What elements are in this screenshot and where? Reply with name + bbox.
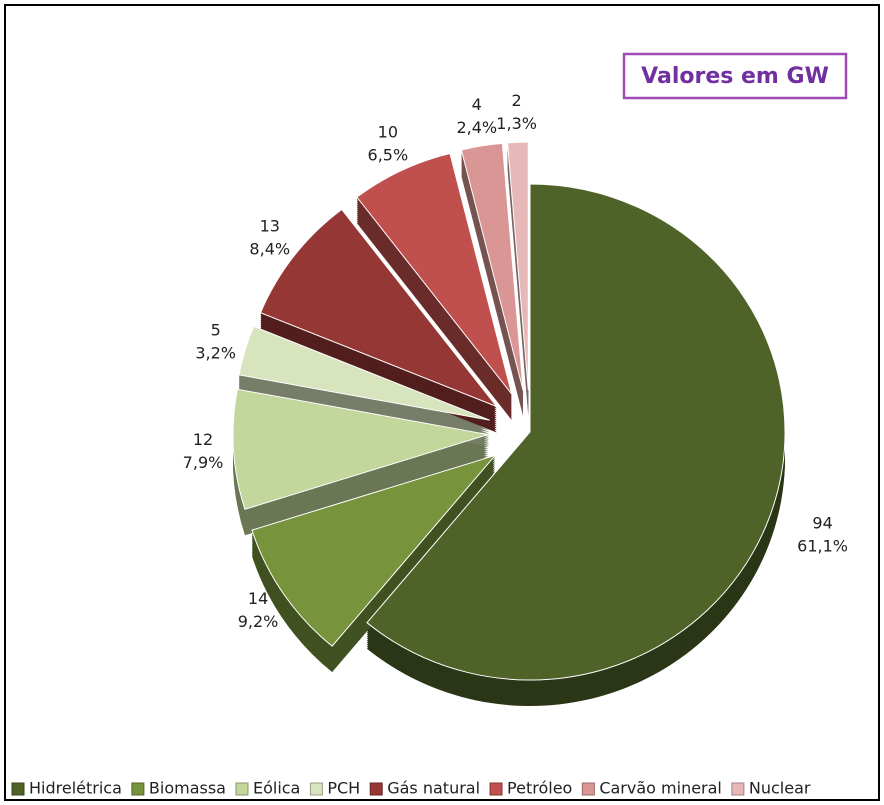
legend-label: Nuclear: [749, 779, 811, 798]
legend-swatch: [370, 783, 382, 795]
legend-swatch: [490, 783, 502, 795]
value-label: 4: [472, 95, 482, 114]
legend-label: PCH: [327, 779, 360, 798]
legend-label: Biomassa: [149, 779, 226, 798]
percent-label: 9,2%: [238, 612, 279, 631]
legend-label: Carvão mineral: [599, 779, 722, 798]
percent-label: 3,2%: [195, 343, 236, 362]
legend-swatch: [132, 783, 144, 795]
legend-label: Petróleo: [507, 779, 572, 798]
legend-label: Eólica: [253, 779, 300, 798]
legend-label: Hidrelétrica: [29, 779, 122, 798]
page: Valores em GW 94 61,1% 14 9,2% 12 7,9% 5 3,2% 13…: [0, 0, 884, 805]
percent-label: 8,4%: [249, 239, 290, 258]
percent-label: 61,1%: [797, 536, 848, 555]
legend-swatch: [732, 783, 744, 795]
value-label: 5: [211, 320, 221, 339]
legend-swatch: [12, 783, 24, 795]
legend-swatch: [310, 783, 322, 795]
legend-label: Gás natural: [387, 779, 480, 798]
chart: Valores em GW 94 61,1% 14 9,2% 12 7,9% 5 3,2% 13…: [0, 0, 884, 805]
percent-label: 7,9%: [183, 453, 224, 472]
value-label: 94: [812, 513, 832, 532]
value-label: 14: [248, 589, 268, 608]
value-label: 13: [260, 216, 280, 235]
percent-label: 1,3%: [496, 114, 537, 133]
value-label: 10: [378, 122, 398, 141]
legend-swatch: [582, 783, 594, 795]
percent-label: 2,4%: [456, 118, 497, 137]
value-label: 12: [193, 430, 213, 449]
percent-label: 6,5%: [368, 145, 409, 164]
legend-swatch: [236, 783, 248, 795]
chart-title: Valores em GW: [641, 64, 829, 89]
value-label: 2: [512, 91, 522, 110]
